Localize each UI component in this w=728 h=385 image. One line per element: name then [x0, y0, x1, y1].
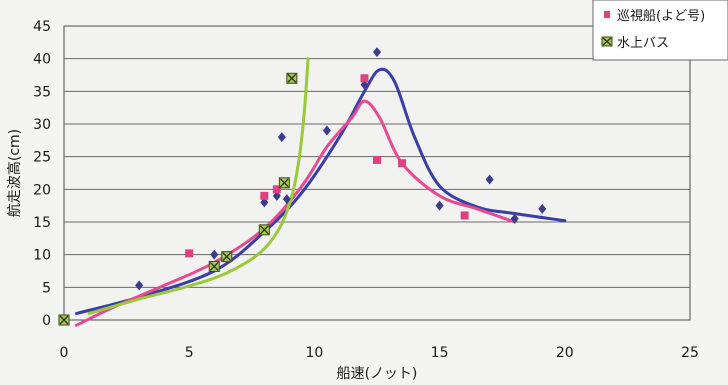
data-point-diamond	[538, 203, 547, 214]
data-point-diamond	[210, 249, 219, 260]
legend-water-bus-cross	[602, 37, 612, 46]
y-tick-label: 15	[33, 215, 51, 231]
data-point-diamond	[373, 47, 381, 58]
data-point-diamond	[435, 200, 444, 211]
data-point-boxed-x-cross	[287, 73, 297, 83]
y-tick-label: 25	[33, 150, 51, 166]
data-point-boxed-x-cross	[279, 178, 289, 188]
x-tick-label: 25	[681, 345, 699, 361]
x-tick-label: 20	[556, 345, 574, 361]
data-point-diamond	[135, 280, 144, 291]
x-tick-label: 5	[185, 345, 194, 361]
data-point-diamond	[485, 174, 494, 185]
data-point-diamond	[322, 125, 331, 136]
legend-item-water-bus: 水上バス	[601, 36, 669, 51]
y-tick-label: 45	[33, 19, 51, 35]
data-point-diamond	[282, 194, 291, 205]
data-point-boxed-x-cross	[259, 225, 269, 235]
data-point-square	[260, 191, 269, 200]
y-tick-label: 40	[33, 52, 51, 68]
y-tick-label: 35	[33, 84, 51, 100]
data-point-diamond	[277, 132, 286, 143]
trend-line	[75, 99, 517, 327]
data-point-diamond	[510, 213, 519, 224]
grid-lines	[64, 58, 690, 288]
data-point-square	[272, 185, 281, 194]
y-tick-label: 10	[33, 248, 51, 264]
data-point-diamond	[360, 79, 369, 90]
data-point-square	[460, 211, 469, 220]
x-tick-label: 10	[305, 345, 323, 361]
x-tick-label: 15	[431, 345, 449, 361]
x-tick-label: 0	[60, 345, 69, 361]
trend-line	[87, 57, 310, 315]
legend-water-bus-label: 水上バス	[617, 36, 669, 51]
y-tick-label: 20	[33, 182, 51, 198]
data-point-diamond	[272, 190, 281, 201]
legend-item-patrol-boat: 巡視船(よど号)	[604, 9, 705, 24]
plot-area	[63, 25, 691, 321]
legend-patrol-boat-label: 巡視船(よど号)	[617, 9, 705, 24]
y-axis-title: 航走波高(cm)	[6, 129, 23, 217]
data-points	[58, 47, 547, 326]
data-point-square	[398, 159, 407, 168]
legend: 巡視船(よど号) 水上バス	[592, 0, 728, 61]
y-tick-label: 30	[33, 117, 51, 133]
data-point-square	[360, 74, 369, 83]
data-point-boxed-x-cross	[222, 252, 232, 262]
data-point-square	[185, 249, 194, 258]
y-tick-label: 0	[42, 313, 51, 329]
x-axis-title: 船速(ノット)	[337, 366, 418, 382]
y-tick-label: 5	[42, 280, 51, 296]
legend-patrol-boat-marker	[604, 11, 610, 18]
tick-labels: 0 5 10 15 20 25 30 35 40 45 0 5 10 15 20 25	[33, 19, 699, 361]
data-point-boxed-x-cross	[59, 315, 69, 325]
data-point-boxed-x-cross	[209, 261, 219, 271]
data-point-square	[373, 155, 381, 164]
data-point-diamond	[260, 197, 269, 208]
legend-box	[592, 0, 728, 61]
